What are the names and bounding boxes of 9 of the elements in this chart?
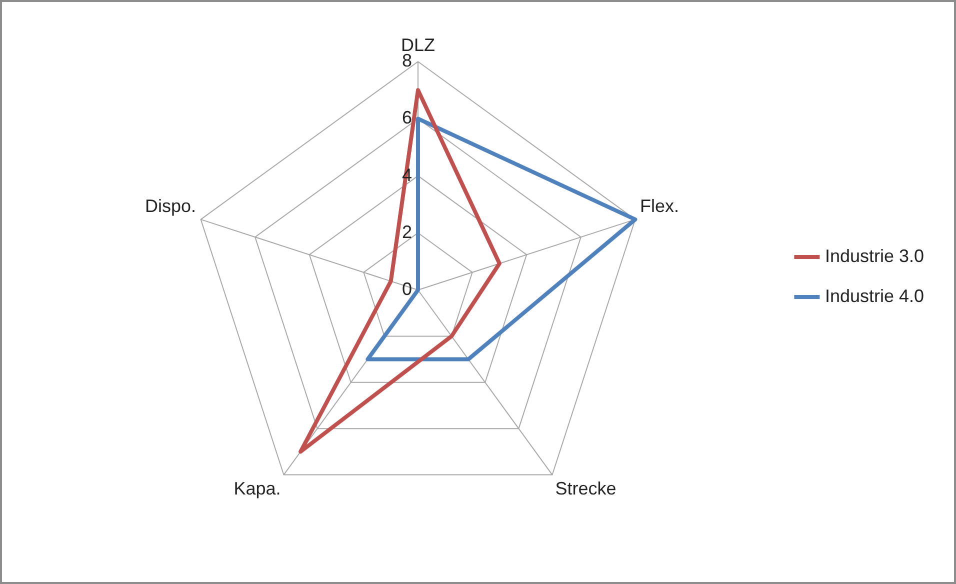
- y-tick-label: 0: [402, 278, 412, 299]
- spoke-label: Flex.: [640, 196, 679, 216]
- spoke-label: Dispo.: [144, 196, 196, 216]
- y-tick-label: 2: [402, 222, 412, 242]
- spoke-label: Kapa.: [234, 478, 281, 499]
- y-tick-label: 6: [402, 108, 412, 128]
- legend-label: Industrie 4.0: [824, 286, 924, 306]
- spoke-label: Strecke: [555, 478, 616, 499]
- legend-label: Industrie 3.0: [824, 246, 924, 266]
